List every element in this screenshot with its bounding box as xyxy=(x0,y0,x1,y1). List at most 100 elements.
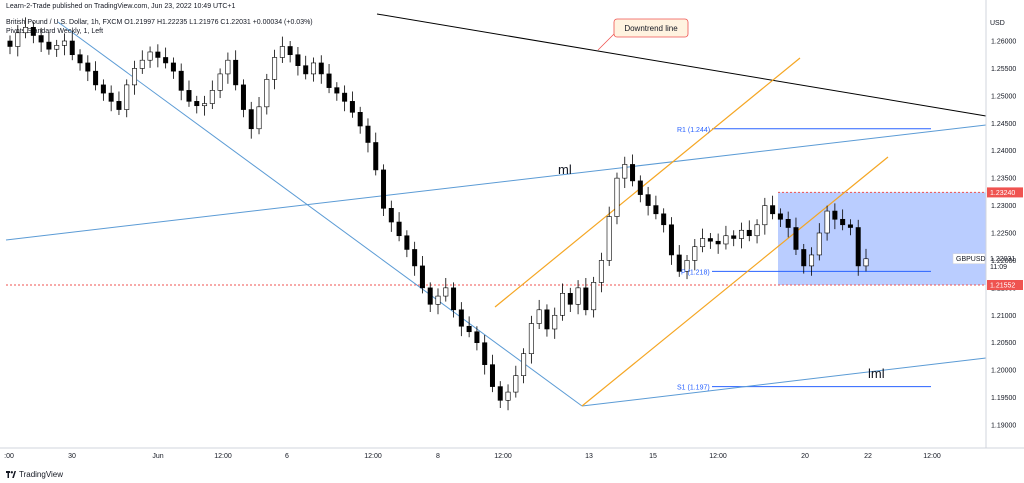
candle xyxy=(505,384,511,411)
candle xyxy=(116,91,122,116)
candle xyxy=(77,49,83,71)
candle xyxy=(46,32,52,55)
candle xyxy=(23,17,29,39)
candle-body xyxy=(85,62,91,72)
candle xyxy=(404,230,410,258)
candle-body xyxy=(731,235,737,239)
candle xyxy=(707,233,713,249)
candle-body xyxy=(388,208,394,223)
candle-body xyxy=(443,287,449,297)
candle-body xyxy=(272,57,278,80)
candle xyxy=(482,335,488,375)
candle xyxy=(342,85,348,112)
candle xyxy=(715,233,721,254)
candle xyxy=(124,79,130,118)
candle-body xyxy=(855,227,861,267)
candle xyxy=(762,197,768,235)
channel-upper-line xyxy=(494,57,801,308)
candle xyxy=(785,211,791,238)
candle xyxy=(388,200,394,232)
lower-level-badge: 1.21552 xyxy=(987,280,1023,291)
candle xyxy=(824,205,830,241)
symbol-tag-box xyxy=(952,253,986,265)
candle xyxy=(194,95,200,114)
candle-body xyxy=(404,235,410,250)
candle xyxy=(497,381,503,408)
currency-label: USD xyxy=(990,20,1005,27)
candle-body xyxy=(738,229,744,239)
price-tick-label: 1.25000 xyxy=(991,93,1016,100)
candle-body xyxy=(147,51,153,61)
downtrend-callout-pointer xyxy=(597,33,615,51)
candle-body xyxy=(186,90,192,102)
candle-body xyxy=(583,287,589,311)
candle-body xyxy=(536,309,542,324)
ml-label: ml xyxy=(558,162,572,177)
candle xyxy=(614,172,620,225)
candle xyxy=(645,186,651,216)
candle-body xyxy=(466,325,472,333)
candle-body xyxy=(287,46,293,56)
candle xyxy=(318,55,324,84)
candle xyxy=(458,302,464,337)
candle xyxy=(684,254,690,280)
candlestick-series xyxy=(7,17,869,411)
candle xyxy=(61,33,67,56)
price-tick-label: 1.21000 xyxy=(991,313,1016,320)
candle-body xyxy=(505,391,511,401)
time-tick-label: Jun xyxy=(152,453,163,460)
candle xyxy=(544,304,550,337)
candle xyxy=(863,248,869,272)
candle-body xyxy=(46,41,52,50)
time-tick-label: 8 xyxy=(436,453,440,460)
annotation-labels: Downtrend line ml lml R1 (1.244) P (1.218) S1… xyxy=(558,18,885,392)
candle xyxy=(279,36,285,63)
candle xyxy=(303,55,309,80)
candle-body xyxy=(676,254,682,272)
time-tick-label: 22 xyxy=(864,453,872,460)
candle-body xyxy=(637,180,643,195)
candle xyxy=(591,276,597,318)
time-tick-label: 12:00 xyxy=(494,453,512,460)
upper-level-badge-bg xyxy=(987,187,1023,198)
candle-body xyxy=(513,375,519,393)
candle-body xyxy=(155,51,161,58)
candle-body xyxy=(840,218,846,226)
candle xyxy=(326,64,332,94)
candle xyxy=(272,49,278,90)
candle-body xyxy=(809,254,815,267)
candle xyxy=(754,219,760,244)
candle-body xyxy=(170,62,176,72)
candle-body xyxy=(69,40,75,56)
candle-body xyxy=(326,73,332,88)
downtrend-callout-box xyxy=(613,18,689,38)
tradingview-footer[interactable]: TradingView xyxy=(6,470,63,479)
candle xyxy=(637,175,643,203)
channel-lower-line xyxy=(581,156,889,407)
candle-body xyxy=(521,353,527,376)
candle-body xyxy=(240,84,246,110)
candle xyxy=(412,241,418,276)
candle-body xyxy=(342,92,348,102)
candle-body xyxy=(256,106,262,130)
time-tick-label: 30 xyxy=(68,453,76,460)
candle xyxy=(108,85,114,112)
candle-body xyxy=(427,287,433,305)
candle xyxy=(334,82,340,101)
candle xyxy=(793,217,799,255)
candle xyxy=(583,277,589,316)
candle-body xyxy=(132,68,138,86)
candle-body xyxy=(458,309,464,327)
candle xyxy=(552,307,558,339)
candle xyxy=(723,225,729,250)
price-tick-label: 1.20000 xyxy=(991,368,1016,375)
candle-body xyxy=(847,224,853,228)
candle-body xyxy=(373,142,379,171)
candle xyxy=(801,243,807,274)
candle xyxy=(225,52,231,84)
candle xyxy=(521,348,527,384)
candle xyxy=(474,326,480,351)
candle xyxy=(264,73,270,115)
candle xyxy=(15,25,21,57)
